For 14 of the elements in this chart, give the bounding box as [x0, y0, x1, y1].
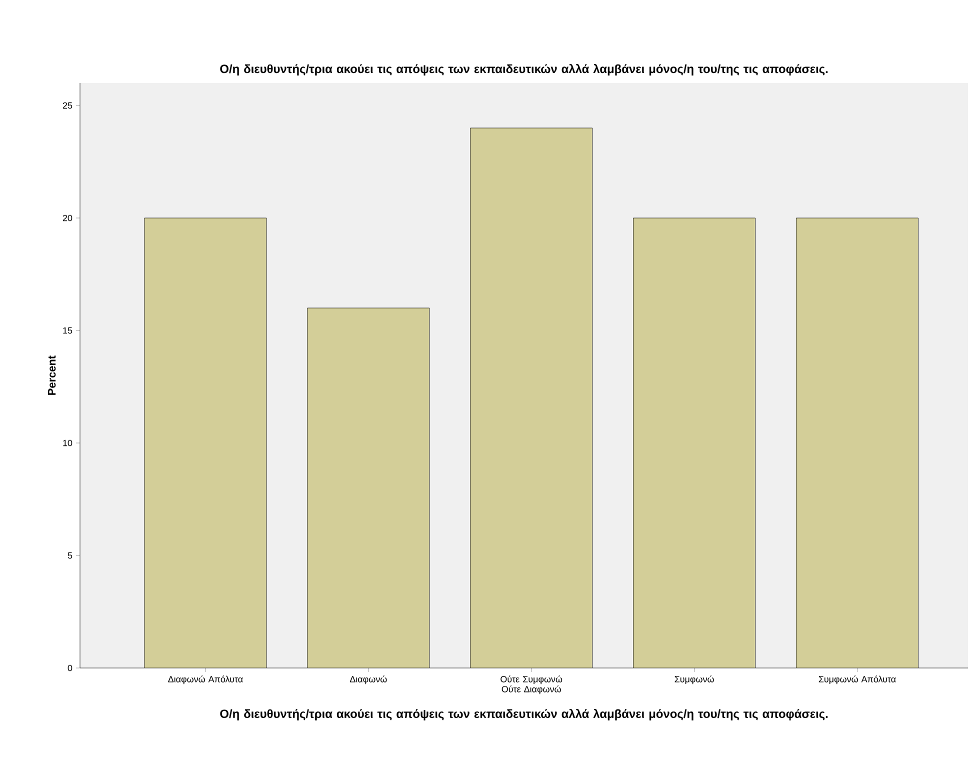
x-tick-label: Συμφωνώ: [674, 676, 714, 684]
x-tick-label: Συμφωνώ Απόλυτα: [818, 676, 896, 684]
y-tick-label: 15: [63, 327, 72, 334]
x-axis-title: Ο/η διευθυντής/τρια ακούει τις απόψεις των εκπαιδευτικών αλλά λαμβάνει μόνος/η του/της τις αποφάσεις.: [220, 708, 828, 720]
y-tick-label: 10: [63, 440, 72, 446]
y-tick-label: 5: [68, 552, 72, 559]
y-axis-title: Percent: [48, 356, 56, 395]
y-tick-label: 0: [68, 664, 72, 672]
x-tick-label: Ούτε Συμφωνώ Ούτε Διαφωνώ: [500, 676, 562, 694]
y-tick-label: 20: [62, 214, 72, 222]
x-tick-label: Διαφωνώ Απόλυτα: [168, 676, 243, 684]
y-tick-label: 25: [62, 102, 72, 109]
x-tick-label: Διαφωνώ: [350, 676, 387, 684]
chart-title: Ο/η διευθυντής/τρια ακούει τις απόψεις των εκπαιδευτικών αλλά λαμβάνει μόνος/η του/της τις αποφάσεις.: [220, 64, 828, 76]
